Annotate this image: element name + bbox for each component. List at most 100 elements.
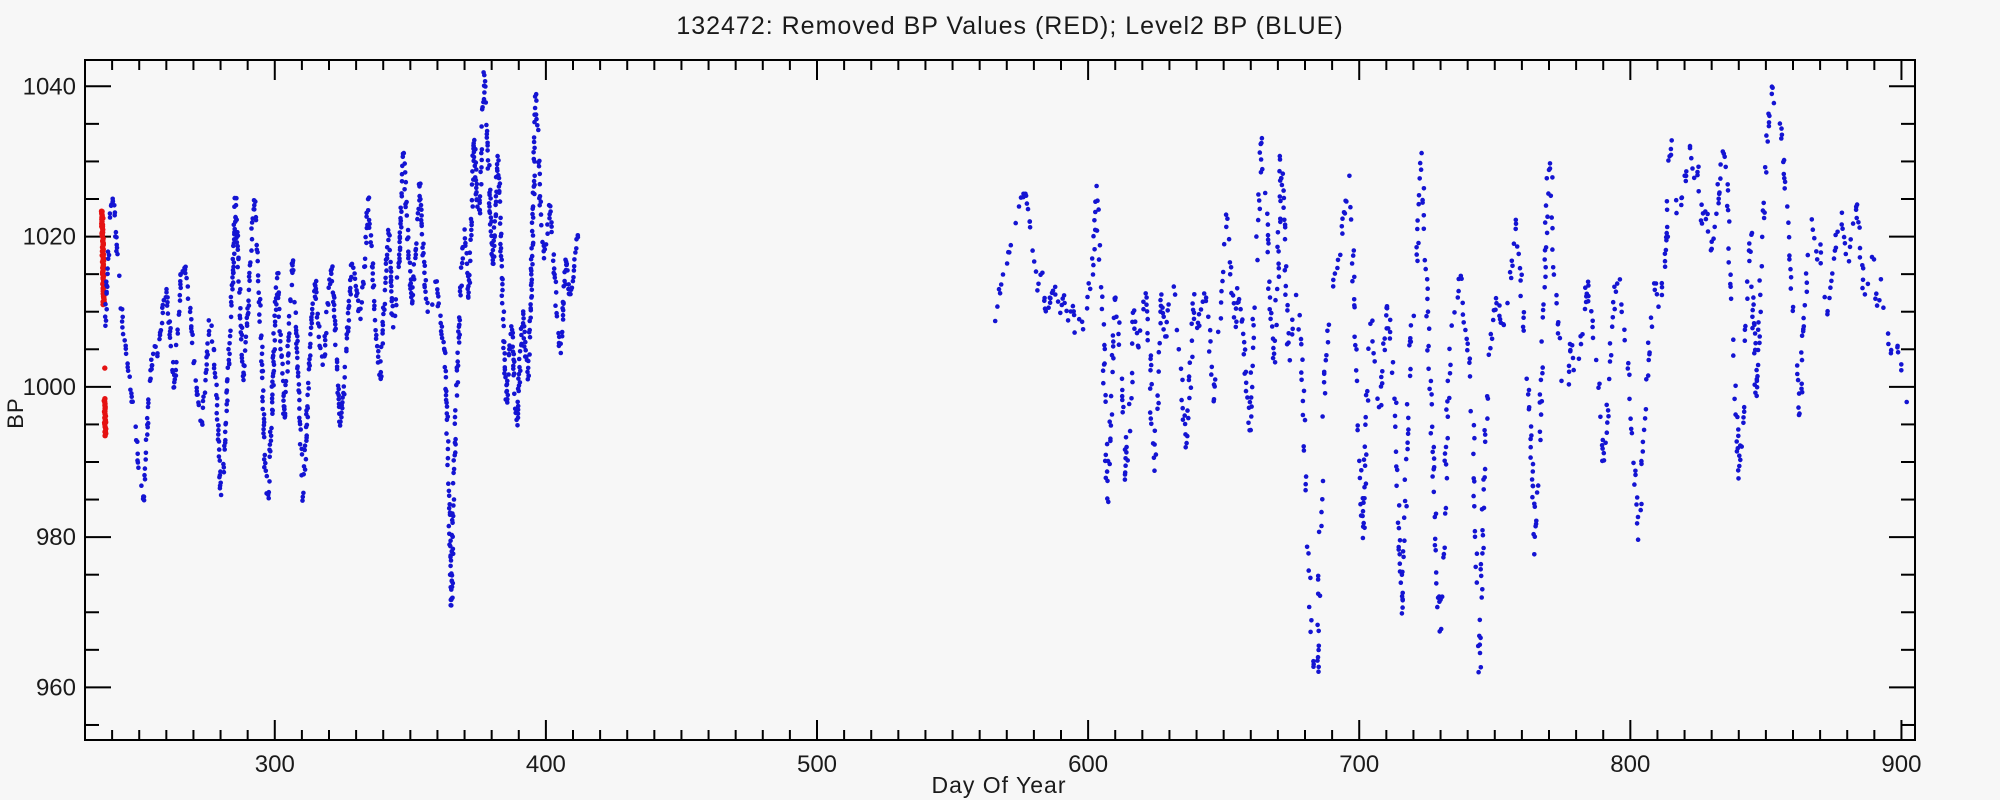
data-point [1385, 326, 1391, 331]
data-point [1742, 338, 1748, 344]
data-point [1390, 360, 1396, 365]
data-point [1609, 324, 1615, 330]
data-point [491, 225, 497, 230]
data-point [1148, 416, 1154, 421]
data-point [487, 210, 493, 216]
data-point [1186, 377, 1192, 383]
data-point [257, 312, 262, 317]
data-point [246, 310, 251, 316]
data-point [1430, 474, 1435, 479]
data-point [1315, 654, 1321, 660]
data-point [239, 332, 245, 338]
data-point [1053, 292, 1058, 297]
data-point [1301, 388, 1307, 394]
data-point [1519, 272, 1524, 278]
data-point [1534, 518, 1539, 524]
data-point [402, 170, 408, 175]
data-point [1362, 525, 1367, 531]
data-point [226, 361, 232, 366]
data-point [1476, 669, 1481, 675]
data-point [227, 351, 232, 357]
data-point [1525, 392, 1531, 397]
data-point [214, 395, 220, 401]
data-point [255, 258, 260, 264]
data-point [1607, 359, 1613, 364]
data-point [1149, 421, 1154, 427]
data-point [1478, 567, 1483, 572]
data-point [295, 355, 300, 361]
data-point [1472, 528, 1478, 534]
data-point [1276, 274, 1282, 280]
data-point [373, 336, 379, 342]
data-point [1347, 173, 1352, 179]
data-point [538, 212, 544, 217]
data-point [236, 279, 241, 284]
data-point [549, 220, 554, 225]
data-point [1684, 169, 1689, 174]
data-point [1799, 381, 1804, 387]
data-point [1904, 399, 1909, 405]
data-point [1278, 198, 1283, 204]
data-point [263, 468, 269, 474]
data-point [216, 439, 222, 444]
data-point [1479, 595, 1484, 600]
data-point [1804, 289, 1810, 295]
data-point [529, 272, 534, 277]
data-point [333, 322, 338, 327]
data-point [1212, 377, 1218, 382]
data-point [1622, 337, 1627, 343]
data-point [563, 257, 568, 263]
data-point [530, 190, 536, 196]
data-point [142, 466, 148, 471]
data-point [363, 234, 368, 240]
data-point [235, 264, 240, 270]
data-point [263, 460, 268, 466]
data-point [349, 261, 355, 267]
data-point [407, 260, 413, 266]
data-point [554, 313, 560, 319]
data-point [1129, 341, 1135, 346]
data-point [1482, 428, 1487, 433]
data-point [1350, 253, 1356, 258]
data-point [267, 447, 272, 453]
data-point [573, 250, 578, 255]
data-point [285, 343, 290, 349]
data-point [490, 247, 496, 253]
data-point [1765, 139, 1770, 144]
data-point [1538, 437, 1543, 443]
data-point [444, 417, 450, 423]
data-point [1370, 339, 1375, 344]
data-point [275, 271, 280, 276]
data-point [571, 264, 577, 269]
data-point [271, 368, 277, 374]
data-point [1366, 346, 1371, 352]
data-point [271, 383, 276, 388]
data-point [1664, 224, 1670, 230]
data-point [1634, 521, 1640, 526]
data-point [570, 278, 576, 284]
data-point [1426, 366, 1431, 372]
data-point [398, 215, 403, 221]
data-point [1662, 251, 1668, 257]
data-point [1301, 448, 1307, 453]
data-point [1396, 525, 1402, 531]
data-point [528, 266, 534, 272]
data-point [1456, 288, 1461, 294]
data-point [496, 190, 502, 195]
data-point [1296, 327, 1301, 332]
data-point [295, 334, 300, 339]
data-point [278, 346, 283, 352]
data-point [1117, 320, 1122, 325]
data-point [367, 221, 372, 227]
data-point [362, 256, 368, 262]
data-point [1265, 232, 1271, 238]
data-point [214, 417, 220, 422]
data-point [1311, 664, 1316, 669]
data-point [261, 427, 266, 432]
data-point [1197, 323, 1202, 329]
data-point [531, 156, 537, 162]
data-point [1444, 475, 1450, 481]
data-point [543, 242, 549, 247]
data-point [258, 335, 264, 341]
data-point [1256, 198, 1262, 203]
